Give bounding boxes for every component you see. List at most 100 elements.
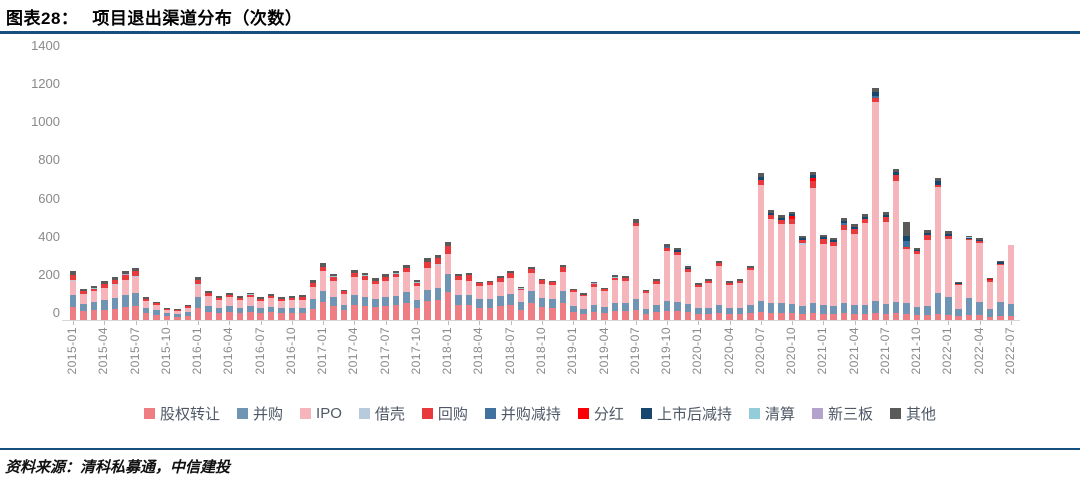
bar-segment-ma	[184, 312, 192, 317]
bar-segment-ipo	[351, 277, 358, 296]
bar-segment-equity-transfer	[69, 306, 77, 320]
bar-segment-other	[757, 173, 765, 177]
bar-segment-ma	[642, 308, 650, 315]
bar-segment-other	[778, 215, 785, 218]
bar-segment-equity-transfer	[778, 313, 785, 320]
bar-segment-ipo	[434, 264, 442, 288]
bar-segment-ipo	[715, 265, 723, 305]
bar-segment-buyback	[705, 280, 712, 283]
bar-segment-buyback	[674, 252, 681, 256]
bar-segment-equity-transfer	[392, 304, 400, 320]
bar-segment-equity-transfer	[872, 313, 879, 320]
bar-segment-equity-transfer	[330, 305, 337, 320]
x-tick-label: 2019-10	[659, 327, 673, 375]
bar-segment-ipo	[622, 280, 629, 303]
bar-segment-equity-transfer	[851, 314, 858, 320]
stacked-bar-24	[319, 53, 327, 320]
stacked-bar-65	[747, 53, 754, 320]
bar-segment-buyback	[684, 269, 692, 273]
bar-segment-ma	[913, 306, 921, 316]
bar-segment-buyback	[142, 299, 150, 301]
bar-segment-ipo	[267, 298, 275, 307]
x-tick-mark	[166, 321, 168, 325]
legend-item-neeq: 新三板	[811, 403, 873, 424]
bar-segment-ipo	[444, 254, 452, 275]
bar-segment-other	[476, 281, 483, 284]
bar-segment-backdoor-listing	[799, 242, 806, 245]
bar-segment-other	[924, 230, 931, 234]
bar-segment-ma	[736, 307, 744, 315]
bar-segment-ma	[705, 307, 712, 315]
bar-segment-other	[392, 270, 400, 273]
stacked-bar-86	[965, 53, 973, 320]
bar-segment-ma	[236, 307, 244, 314]
bar-segment-ipo	[830, 245, 837, 306]
stacked-bar-49	[580, 53, 587, 320]
bar-segment-ma	[403, 292, 410, 303]
bar-segment-neeq	[590, 283, 598, 285]
x-tick-mark	[73, 321, 75, 325]
bar-segment-buyback	[913, 251, 921, 255]
bar-segment-ma	[90, 301, 98, 311]
bar-segment-ma	[570, 305, 577, 313]
bar-segment-other	[309, 279, 317, 283]
bar-segment-ipo	[538, 283, 546, 299]
bar-segment-ma	[549, 299, 556, 308]
bar-segment-other	[799, 236, 806, 238]
legend-item-liquidation: 清算	[748, 403, 795, 424]
legend-swatch-ma	[237, 408, 249, 419]
bar-segment-buyback	[580, 294, 587, 297]
legend-swatch-backdoor-listing	[358, 408, 370, 419]
stacked-bar-75	[851, 53, 858, 320]
bar-segment-buyback	[736, 280, 744, 283]
bar-segment-equity-transfer	[226, 312, 233, 320]
legend-swatch-buyback	[421, 408, 433, 419]
bar-segment-ma	[830, 305, 837, 315]
bar-segment-other	[642, 289, 650, 292]
bar-segment-equity-transfer	[747, 313, 754, 320]
stacked-bar-10	[174, 53, 181, 320]
bar-segment-equity-transfer	[538, 306, 546, 320]
top-divider-line	[0, 31, 1080, 34]
stacked-bar-57	[663, 53, 671, 320]
bar-segment-ipo	[194, 284, 202, 298]
legend-label: 其他	[905, 406, 936, 423]
bar-segment-buyback	[788, 218, 796, 224]
bar-segment-buyback	[194, 279, 202, 284]
stacked-bar-81	[913, 53, 921, 320]
stacked-bar-1	[80, 53, 87, 320]
bar-segment-backdoor-listing	[434, 263, 442, 265]
bar-segment-buyback	[351, 273, 358, 278]
plot-area	[68, 53, 1016, 320]
bar-segment-liquidation	[247, 294, 254, 296]
legend-item-other: 其他	[889, 403, 936, 424]
bar-segment-post-ipo-reduction	[767, 213, 775, 216]
bar-segment-ipo	[705, 282, 712, 308]
bar-segment-ipo	[132, 277, 139, 294]
bar-segment-liquidation	[413, 281, 421, 283]
stacked-bar-20	[278, 53, 285, 320]
bar-segment-other	[549, 280, 556, 283]
x-tick-mark	[198, 321, 200, 325]
bar-segment-buyback	[590, 284, 598, 287]
bar-segment-buyback	[538, 280, 546, 284]
bar-segment-other	[851, 223, 858, 227]
bar-segment-equity-transfer	[434, 299, 442, 320]
bar-segment-buyback	[903, 246, 910, 250]
bar-segment-backdoor-listing	[69, 279, 77, 281]
bar-segment-equity-transfer	[611, 311, 619, 320]
bar-segment-other	[236, 296, 244, 299]
bar-segment-ipo	[101, 287, 108, 300]
stacked-bar-66	[757, 53, 765, 320]
bar-segment-buyback	[444, 245, 452, 255]
chart-legend: 股权转让 并购 IPO 借壳 回购 并购减持 分红 上市后减持 清算 新三板 其他	[0, 403, 1080, 424]
bar-segment-buyback	[205, 293, 212, 297]
bar-segment-other	[90, 285, 98, 288]
x-tick-mark	[416, 321, 418, 325]
bar-segment-other	[882, 212, 890, 216]
bar-segment-equity-transfer	[267, 312, 275, 320]
x-tick-mark	[854, 321, 856, 325]
bar-segment-buyback	[392, 273, 400, 278]
bar-segment-ma	[674, 301, 681, 312]
legend-swatch-ma-reduction	[484, 408, 496, 419]
